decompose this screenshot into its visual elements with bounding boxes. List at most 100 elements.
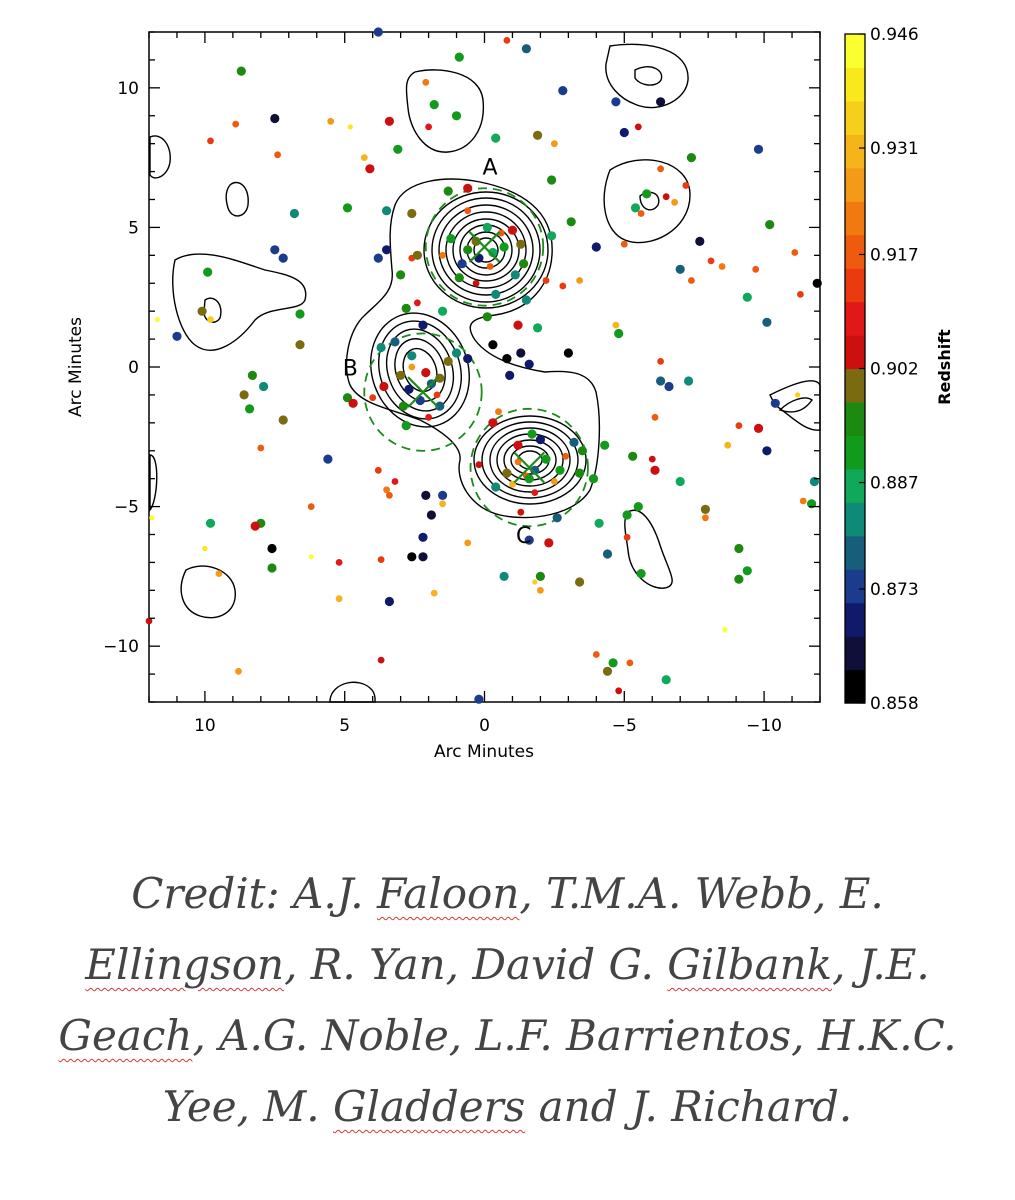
contour-line	[438, 204, 534, 296]
galaxy-point	[521, 44, 532, 54]
galaxy-point	[626, 659, 634, 667]
galaxy-point	[348, 398, 358, 408]
galaxy-point	[633, 502, 643, 512]
caption-text: , T.M.A. Webb, E.	[519, 869, 884, 918]
galaxy-point	[563, 348, 574, 358]
galaxy-point	[566, 217, 576, 227]
galaxy-point	[207, 316, 214, 323]
galaxy-point	[408, 363, 416, 371]
galaxy-point	[656, 376, 666, 386]
galaxy-point	[488, 247, 498, 258]
galaxy-point	[382, 206, 392, 216]
galaxy-point	[634, 123, 642, 131]
galaxy-point	[472, 279, 480, 287]
x-axis-label: Arc Minutes	[434, 742, 534, 762]
galaxy-point	[588, 474, 599, 484]
colorbar-band	[845, 167, 865, 202]
x-tick-label: −5	[612, 716, 637, 736]
galaxy-point	[235, 667, 242, 675]
galaxy-point	[215, 570, 223, 577]
galaxy-point	[642, 189, 652, 199]
galaxy-point	[396, 370, 406, 380]
galaxy-point	[611, 97, 621, 107]
galaxy-point	[502, 468, 512, 478]
contour-line	[431, 197, 541, 303]
galaxy-point	[342, 393, 353, 403]
galaxy-point	[250, 521, 260, 531]
contour-line	[481, 421, 579, 499]
galaxy-point	[384, 596, 394, 607]
caption-text: and J. Richard.	[525, 1082, 853, 1131]
galaxy-point	[724, 441, 732, 449]
galaxy-point	[197, 306, 207, 316]
galaxy-point	[702, 514, 709, 522]
colorbar-band	[845, 335, 865, 370]
galaxy-point	[533, 130, 543, 140]
y-tick-label: −10	[103, 637, 139, 657]
galaxy-point	[145, 617, 153, 625]
galaxy-point	[537, 586, 544, 594]
caption-text: Yee, M.	[162, 1082, 333, 1131]
galaxy-point	[421, 490, 431, 500]
galaxy-point	[675, 264, 685, 274]
galaxy-point	[547, 175, 557, 185]
galaxy-point	[600, 440, 610, 450]
contour-line	[203, 297, 222, 323]
y-tick-label: 0	[128, 358, 139, 378]
galaxy-point	[274, 151, 281, 159]
galaxy-point	[236, 66, 246, 76]
galaxy-point	[365, 164, 375, 174]
galaxy-point	[347, 124, 353, 130]
cluster-label-C: C	[516, 524, 531, 549]
galaxy-point	[510, 270, 520, 280]
galaxy-point	[513, 320, 523, 330]
galaxy-point	[295, 309, 305, 319]
galaxy-point	[505, 370, 515, 380]
galaxy-point	[722, 626, 728, 633]
cluster-B-cross	[407, 376, 439, 408]
colorbar-band	[845, 569, 865, 604]
caption-line-3: Geach, A.G. Noble, L.F. Barrientos, H.K.…	[40, 1000, 975, 1071]
caption-name: Faloon	[376, 869, 520, 918]
galaxy-point	[414, 299, 421, 307]
galaxy-point	[575, 468, 585, 478]
caption-name: Gilbank	[667, 940, 833, 989]
colorbar-label: Redshift	[935, 329, 954, 405]
caption-name: Ellingson	[85, 940, 285, 989]
galaxy-point	[433, 391, 441, 399]
galaxy-point	[576, 277, 583, 284]
image-credit-caption: Credit: A.J. Faloon, T.M.A. Webb, E. Ell…	[40, 858, 975, 1142]
galaxy-point	[661, 675, 671, 685]
galaxy-point	[418, 532, 428, 542]
galaxy-point	[592, 651, 600, 658]
caption-line-2: Ellingson, R. Yan, David G. Gilbank, J.E…	[40, 929, 975, 1000]
galaxy-point	[203, 267, 213, 277]
cluster-label-A: A	[483, 155, 498, 180]
galaxy-point	[342, 203, 353, 213]
galaxy-point	[412, 250, 422, 260]
galaxy-point	[688, 277, 695, 284]
galaxy-point	[695, 236, 705, 246]
contour-line	[603, 159, 691, 244]
galaxy-point	[384, 116, 394, 126]
cluster-B-circle	[363, 332, 483, 452]
galaxy-point	[513, 440, 523, 450]
colorbar-tick-label: 0.931	[870, 139, 919, 159]
galaxy-point	[614, 328, 624, 339]
caption-text: Credit: A.J.	[131, 869, 377, 918]
galaxy-point	[524, 474, 534, 484]
colorbar-band	[845, 100, 865, 135]
galaxy-point	[464, 539, 472, 547]
galaxy-point	[551, 140, 558, 148]
cluster-C-circle	[469, 407, 589, 528]
colorbar-tick-label: 0.858	[870, 694, 919, 714]
colorbar-band	[845, 535, 865, 570]
galaxy-point	[482, 312, 492, 322]
contour-line	[605, 43, 689, 109]
galaxy-point	[795, 392, 801, 398]
galaxy-point	[407, 351, 417, 361]
galaxy-point	[514, 458, 522, 466]
galaxy-point	[454, 52, 464, 62]
colorbar-ticks: 0.946 0.931 0.917 0.902 0.887 0.873 0.858	[859, 25, 919, 714]
galaxy-point	[407, 208, 417, 219]
